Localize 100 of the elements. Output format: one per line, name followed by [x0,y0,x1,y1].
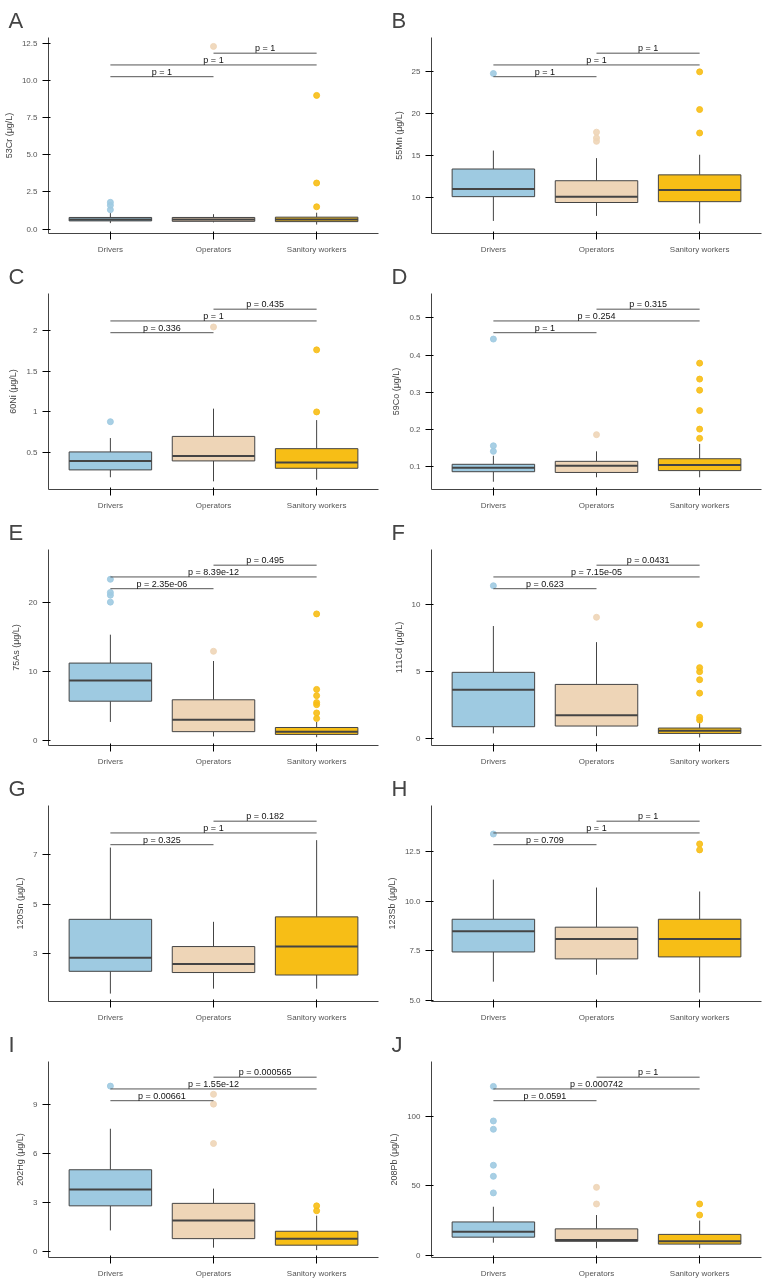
y-tick-label: 0 [33,1247,39,1257]
annotation: p = 0.0431 [626,555,670,566]
annotation: p = 1 [637,1067,659,1078]
x-tick-label: Operators [578,1012,615,1022]
x-tick-label: Drivers [97,1012,124,1022]
annotation: p = 1 [151,66,173,77]
x-tick-label: Sanitory workers [669,1012,730,1022]
y-tick-label: 0.0 [26,224,39,234]
y-tick-label: 0.5 [26,448,39,458]
chart-title: D [391,263,408,289]
x-tick-label: Operators [578,244,615,254]
annotation: p = 1 [586,54,607,65]
annotation: p = 0.325 [143,834,181,845]
y-tick-label: 6 [33,1148,39,1158]
y-tick-label: 0 [33,736,39,746]
x-tick-label: Operators [578,756,615,766]
annotation: p = 1 [534,322,556,333]
y-tick-label: 7.5 [409,946,422,956]
y-tick-label: 1.5 [26,366,39,376]
chart-title: E [8,519,24,545]
y-tick-label: 20 [28,597,39,607]
y-tick-label: 20 [411,109,422,119]
y-axis-title: 123Sb (μg/L) [386,877,397,930]
y-tick-label: 5.0 [26,150,39,160]
x-tick-label: Sanitory workers [286,1012,347,1022]
y-axis-title: 53Cr (μg/L) [3,112,14,159]
annotation: p = 0.254 [577,310,616,321]
x-tick-label: Sanitory workers [669,756,730,766]
y-tick-label: 0.2 [409,424,422,434]
y-tick-label: 0.4 [409,350,422,360]
y-tick-label: 10 [411,600,422,610]
y-tick-label: 15 [411,151,422,161]
y-tick-label: 3 [33,1198,39,1208]
y-tick-label: 5.0 [409,996,422,1006]
annotation: p = 1 [534,66,556,77]
y-tick-label: 100 [407,1112,422,1122]
y-tick-label: 25 [411,67,422,77]
chart-title: J [391,1031,403,1057]
y-axis-title: 111Cd (μg/L) [393,621,404,674]
annotation: p = 0.00661 [138,1090,186,1101]
x-tick-label: Drivers [97,244,124,254]
x-tick-label: Drivers [480,756,507,766]
y-tick-label: 0.5 [409,313,422,323]
chart-title: B [391,7,407,33]
y-tick-label: 3 [33,949,39,959]
annotation: p = 0.182 [246,811,284,822]
chart-title: G [8,775,26,801]
chart-title: I [8,1031,15,1057]
y-tick-label: 10 [28,666,39,676]
chart-title: F [391,519,405,545]
annotation: p = 1 [586,822,607,833]
y-tick-label: 5 [33,899,39,909]
y-axis-title: 75As (μg/L) [10,624,21,671]
y-tick-label: 1 [33,407,39,417]
y-tick-label: 0.1 [409,461,422,471]
annotation: p = 1.55e-12 [188,1078,239,1089]
y-axis-title: 55Mn (μg/L) [393,111,404,160]
annotation: p = 8.39e-12 [188,566,239,577]
y-tick-label: 9 [33,1099,39,1109]
annotation: p = 0.435 [246,299,284,310]
chart-title: C [8,263,25,289]
x-tick-label: Drivers [97,1268,124,1278]
y-tick-label: 7.5 [26,113,39,123]
y-tick-label: 0 [416,734,422,744]
x-tick-label: Operators [578,1268,615,1278]
annotation: p = 0.709 [526,834,564,845]
y-tick-label: 0 [416,1250,422,1260]
y-tick-label: 12.5 [21,38,39,48]
y-tick-label: 10.0 [21,76,39,86]
y-tick-label: 5 [416,667,422,677]
annotation: p = 1 [203,822,224,833]
annotation: p = 0.0591 [523,1090,567,1101]
x-tick-label: Operators [195,244,232,254]
y-tick-label: 50 [411,1181,422,1191]
x-tick-label: Drivers [97,756,124,766]
y-axis-title: 120Sn (μg/L) [15,877,26,930]
y-tick-label: 7 [33,850,39,860]
x-tick-label: Drivers [480,1268,507,1278]
annotation: p = 7.15e-05 [571,566,622,577]
x-tick-label: Operators [578,500,615,510]
annotation: p = 1 [203,310,224,321]
x-tick-label: Sanitory workers [669,500,730,510]
x-tick-label: Operators [195,500,232,510]
x-tick-label: Sanitory workers [286,1268,347,1278]
y-axis-title: 59Co (μg/L) [391,367,402,416]
y-tick-label: 12.5 [404,847,422,857]
x-tick-label: Operators [195,756,232,766]
y-tick-label: 2.5 [26,187,39,197]
y-axis-title: 202Hg (μg/L) [15,1133,26,1186]
x-tick-label: Drivers [97,500,124,510]
annotation: p = 1 [637,43,659,54]
chart-title: A [8,7,24,33]
x-tick-label: Sanitory workers [669,244,730,254]
y-tick-label: 10 [411,192,422,202]
y-tick-label: 0.3 [409,387,422,397]
y-axis-title: 208Pb (μg/L) [389,1133,400,1186]
annotation: p = 1 [254,43,276,54]
annotation: p = 1 [637,811,659,822]
y-tick-label: 10.0 [404,896,422,906]
x-tick-label: Sanitory workers [669,1268,730,1278]
